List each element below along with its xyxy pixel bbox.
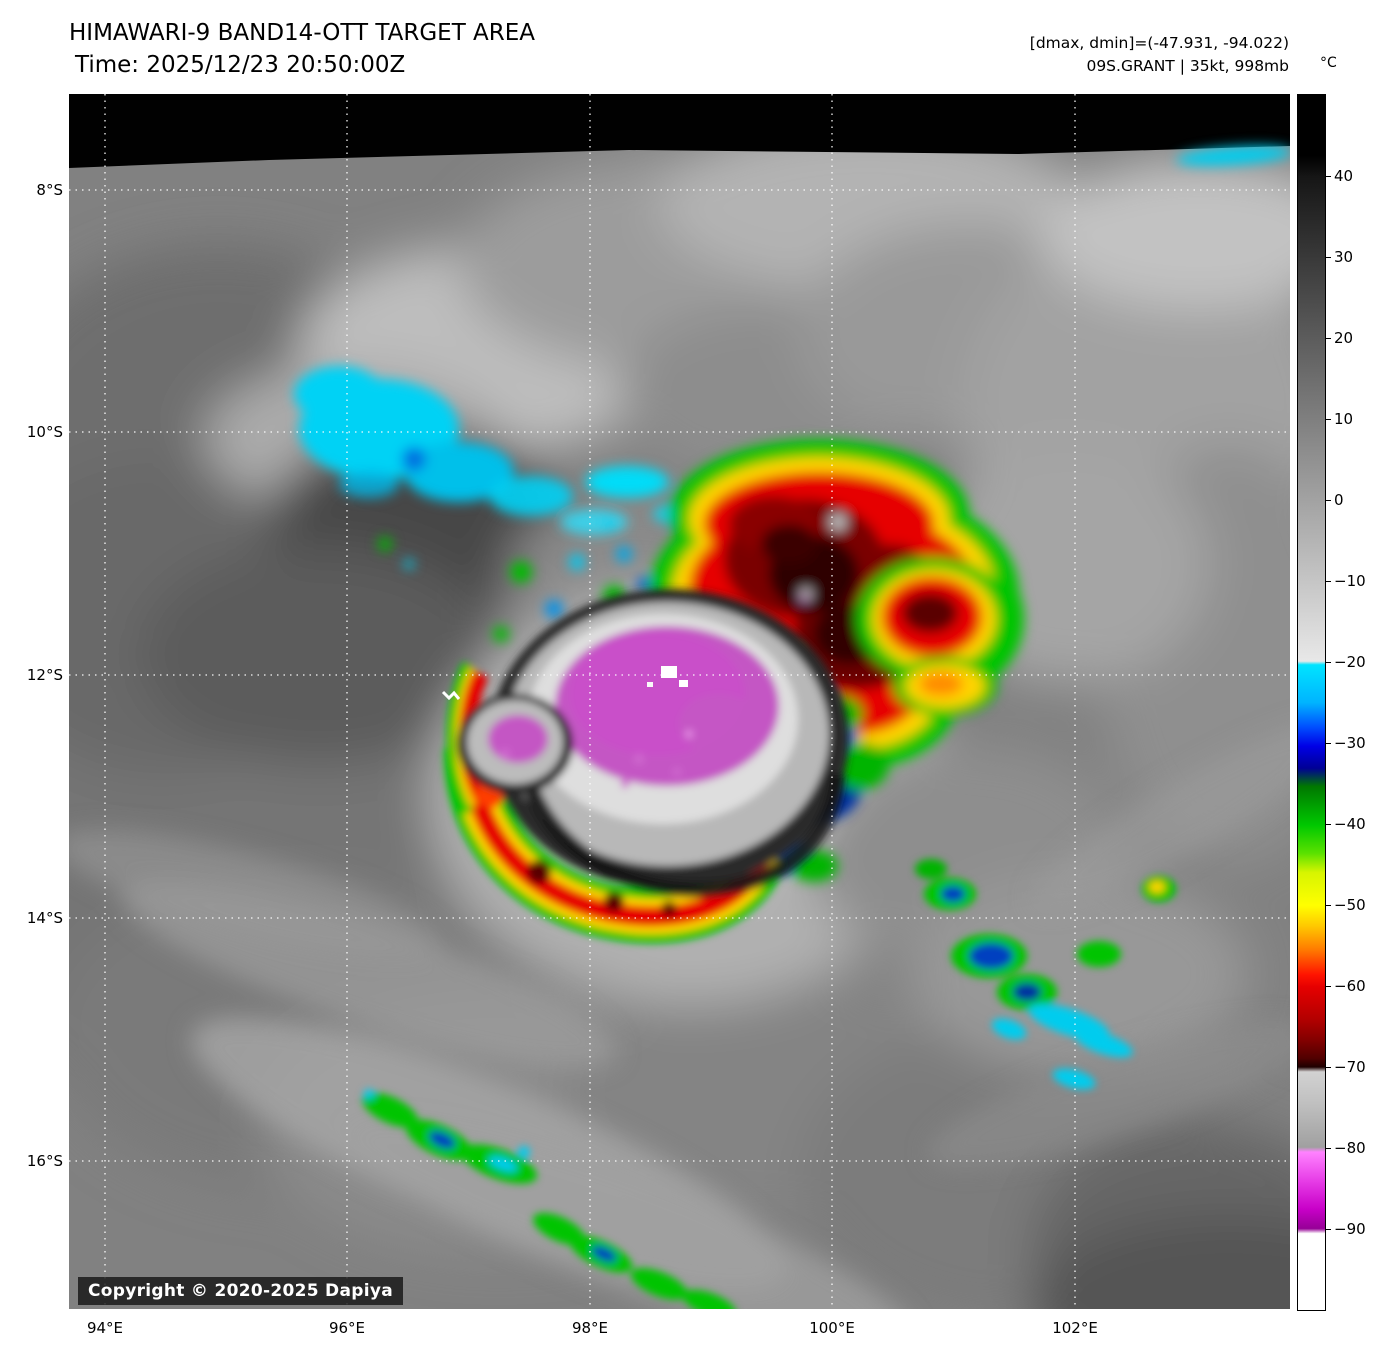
colorbar-tick-label: −60 xyxy=(1334,977,1366,995)
colorbar-tick-label: 0 xyxy=(1334,491,1344,509)
lat-tick-label: 10°S xyxy=(26,423,63,441)
lat-tick-label: 12°S xyxy=(26,666,63,684)
overshooting-top-specks xyxy=(441,666,688,701)
colorbar-unit-label: °C xyxy=(1320,55,1337,71)
colorbar-tick-mark xyxy=(1326,500,1331,501)
satellite-imagery xyxy=(69,94,1290,1309)
colorbar-tick-mark xyxy=(1326,1067,1331,1068)
map-plot-area: Copyright © 2020-2025 Dapiya xyxy=(69,94,1290,1309)
lat-tick-label: 8°S xyxy=(36,181,63,199)
colorbar-tick-mark xyxy=(1326,581,1331,582)
colorbar-tick-mark xyxy=(1326,986,1331,987)
lat-tick-label: 16°S xyxy=(26,1152,63,1170)
colorbar-tick-mark xyxy=(1326,905,1331,906)
colorbar-tick-mark xyxy=(1326,338,1331,339)
colorbar-tick-label: −80 xyxy=(1334,1139,1366,1157)
lon-tick-label: 100°E xyxy=(809,1319,855,1337)
lon-tick-label: 96°E xyxy=(328,1319,366,1337)
copyright-label: Copyright © 2020-2025 Dapiya xyxy=(78,1277,403,1305)
colorbar-tick-label: 30 xyxy=(1334,248,1354,266)
storm-info-readout: 09S.GRANT | 35kt, 998mb xyxy=(1086,57,1289,75)
lat-tick-label: 14°S xyxy=(26,909,63,927)
colorbar-tick-label: 10 xyxy=(1334,410,1354,428)
colorbar-tick-mark xyxy=(1326,1229,1331,1230)
colorbar-tick-label: 40 xyxy=(1334,167,1354,185)
colorbar-tick-label: 20 xyxy=(1334,329,1354,347)
colorbar-tick-label: −40 xyxy=(1334,815,1366,833)
colorbar-tick-label: −10 xyxy=(1334,572,1366,590)
gridlines-layer xyxy=(69,94,1290,1309)
cyclone-center-cdo xyxy=(444,589,849,944)
colorbar-tick-mark xyxy=(1326,176,1331,177)
timestamp-label: Time: 2025/12/23 20:50:00Z xyxy=(75,52,406,78)
lon-tick-label: 102°E xyxy=(1052,1319,1098,1337)
colorbar-tick-mark xyxy=(1326,1148,1331,1149)
page-title: HIMAWARI-9 BAND14-OTT TARGET AREA xyxy=(69,20,536,46)
colorbar-tick-label: −70 xyxy=(1334,1058,1366,1076)
colorbar-tick-mark xyxy=(1326,257,1331,258)
colorbar-tick-label: −50 xyxy=(1334,896,1366,914)
dmax-dmin-readout: [dmax, dmin]=(-47.931, -94.022) xyxy=(1029,34,1289,52)
colorbar-tick-mark xyxy=(1326,824,1331,825)
colorbar-tick-mark xyxy=(1326,743,1331,744)
lon-tick-label: 98°E xyxy=(571,1319,609,1337)
colorbar xyxy=(1297,94,1326,1311)
scattered-convective-cells xyxy=(362,859,1176,1309)
header-right-annotations: [dmax, dmin]=(-47.931, -94.022) 09S.GRAN… xyxy=(1030,32,1289,78)
colorbar-tick-mark xyxy=(1326,662,1331,663)
colorbar-tick-mark xyxy=(1326,419,1331,420)
colorbar-tick-label: −90 xyxy=(1334,1220,1366,1238)
scan-edge-black-band xyxy=(69,94,1290,168)
lon-tick-label: 94°E xyxy=(86,1319,124,1337)
colorbar-tick-label: −20 xyxy=(1334,653,1366,671)
colorbar-tick-label: −30 xyxy=(1334,734,1366,752)
